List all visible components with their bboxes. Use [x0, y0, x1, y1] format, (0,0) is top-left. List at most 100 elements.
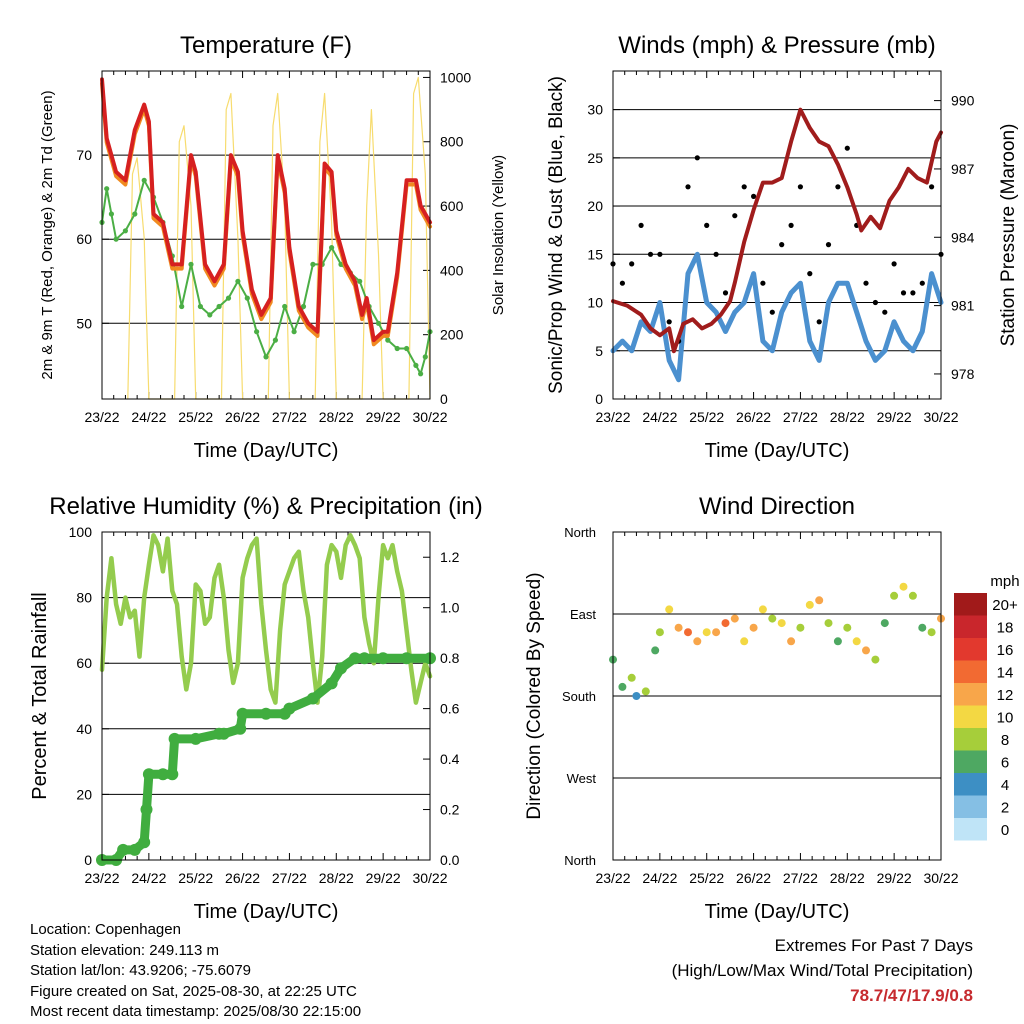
gust-point — [900, 290, 907, 296]
x-tick-label: 30/22 — [412, 409, 447, 425]
direction-point — [918, 623, 927, 632]
y-right-tick-label: 984 — [951, 229, 975, 245]
extremes-values: 78.7/47/17.9/0.8 — [850, 986, 973, 1005]
gust-point — [647, 251, 654, 257]
direction-point — [627, 673, 636, 682]
x-tick-label: 27/22 — [272, 870, 307, 886]
direction-point — [805, 600, 814, 609]
direction-point — [618, 682, 627, 691]
legend-swatch — [954, 795, 987, 818]
y-tick-label: 40 — [76, 721, 92, 737]
t2m-series-line — [100, 77, 432, 343]
x-axis-label: Time (Day/UTC) — [705, 901, 850, 923]
gust-point — [741, 184, 747, 190]
x-tick-label: 30/22 — [923, 409, 958, 425]
x-tick-label: 29/22 — [877, 409, 912, 425]
y-right-tick-label: 1000 — [440, 69, 471, 85]
gust-point — [638, 222, 644, 228]
y-axis-label: 2m & 9m T (Red, Orange) & 2m Td (Green) — [39, 90, 56, 379]
direction-point — [665, 605, 674, 614]
plot-frame — [101, 70, 431, 400]
location-text: Location: Copenhagen — [30, 921, 181, 938]
x-tick-label: 28/22 — [319, 409, 354, 425]
legend-swatch — [954, 728, 987, 751]
x-tick-label: 23/22 — [595, 870, 630, 886]
direction-point — [693, 637, 702, 646]
x-tick-label: 25/22 — [689, 870, 724, 886]
y-axis-label: Percent & Total Rainfall — [29, 592, 51, 800]
gust-point — [760, 280, 766, 286]
plot-frame — [101, 531, 431, 861]
x-axis-label: Time (Day/UTC) — [705, 440, 850, 462]
plot-frame — [612, 70, 942, 400]
x-tick-label: 25/22 — [178, 870, 213, 886]
gust-point — [788, 222, 794, 228]
chart-title: Winds (mph) & Pressure (mb) — [618, 32, 935, 59]
extremes-box: Extremes For Past 7 Days (High/Low/Max W… — [672, 933, 973, 1008]
direction-point — [740, 637, 749, 646]
latlon-text: Station lat/lon: 43.9206; -75.6079 — [30, 962, 252, 979]
legend-label: 2 — [1001, 800, 1009, 817]
x-tick-label: 29/22 — [366, 409, 401, 425]
x-axis-label: Time (Day/UTC) — [194, 440, 339, 462]
y-tick-label: 80 — [76, 590, 92, 606]
x-tick-label: 26/22 — [225, 870, 260, 886]
winds-pressure-panel: Winds (mph) & Pressure (mb) Time (Day/UTC… — [546, 32, 1019, 462]
rh-series-line — [99, 533, 433, 705]
x-tick-label: 23/22 — [84, 870, 119, 886]
gust-point — [666, 319, 672, 325]
direction-point — [749, 623, 758, 632]
humidity-precip-panel: Relative Humidity (%) & Precipitation (i… — [29, 493, 483, 923]
gust-point — [910, 290, 916, 296]
elevation-text: Station elevation: 249.113 m — [30, 941, 220, 959]
gust-point — [769, 309, 775, 315]
x-tick-label: 23/22 — [595, 409, 630, 425]
gust-point — [919, 280, 925, 286]
y-tick-label: 10 — [587, 295, 603, 311]
legend-label: 10 — [997, 710, 1014, 727]
legend-title: mph — [990, 573, 1019, 590]
y-right-tick-label: 600 — [440, 198, 464, 214]
direction-point — [632, 692, 641, 700]
legend-label: 20+ — [992, 597, 1018, 614]
x-tick-label: 29/22 — [366, 870, 401, 886]
y-right-tick-label: 981 — [951, 298, 975, 314]
x-tick-label: 28/22 — [830, 870, 865, 886]
recent-data-text: Most recent data timestamp: 2025/08/30 2… — [30, 1003, 362, 1020]
temperature-panel: Temperature (F) Time (Day/UTC) 23/22 24/22 2… — [39, 32, 507, 462]
direction-point — [871, 655, 880, 664]
gust-point — [722, 290, 729, 296]
precip-series-line — [97, 653, 435, 865]
y-tick-label: 100 — [69, 524, 93, 540]
gust-point — [779, 242, 785, 248]
solar-series-line — [127, 76, 431, 400]
direction-point — [927, 628, 936, 637]
x-tick-label: 26/22 — [225, 409, 260, 425]
direction-point — [777, 619, 786, 628]
direction-point — [712, 628, 721, 637]
x-tick-label: 23/22 — [84, 409, 119, 425]
direction-point — [758, 605, 767, 614]
gust-point — [825, 242, 832, 248]
x-tick-label: 24/22 — [131, 409, 166, 425]
gust-point — [685, 184, 691, 190]
chart-title: Temperature (F) — [180, 32, 352, 59]
x-tick-label: 30/22 — [412, 870, 447, 886]
legend-swatch — [954, 773, 987, 796]
x-tick-label: 27/22 — [272, 409, 307, 425]
legend-swatch — [954, 683, 987, 706]
x-tick-label: 30/22 — [923, 870, 958, 886]
direction-point — [815, 596, 824, 605]
gust-point — [844, 145, 850, 151]
direction-point — [796, 623, 805, 632]
legend-label: 0 — [1001, 822, 1009, 839]
gust-point — [629, 261, 635, 267]
plot-frame — [612, 531, 942, 861]
x-tick-label: 28/22 — [319, 870, 354, 886]
gust-point — [891, 261, 897, 267]
direction-point — [684, 628, 692, 637]
gust-point — [816, 319, 822, 325]
x-tick-label: 29/22 — [877, 870, 912, 886]
legend-swatch — [954, 660, 987, 683]
x-axis-label: Time (Day/UTC) — [194, 901, 339, 923]
